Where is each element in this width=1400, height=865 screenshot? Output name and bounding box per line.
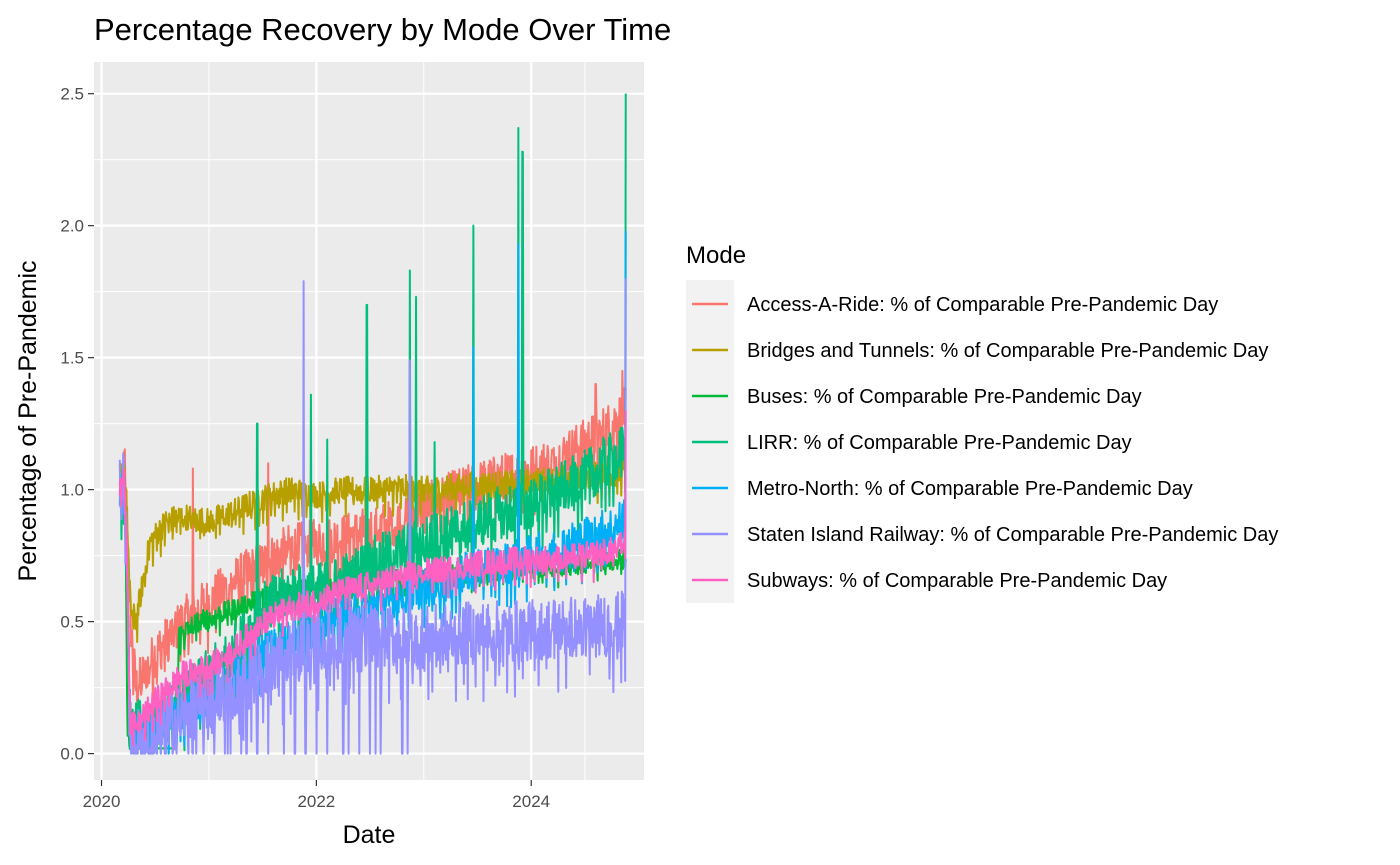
legend: Mode Access-A-Ride: % of Comparable Pre-… (686, 242, 1278, 603)
legend-entry-label: Staten Island Railway: % of Comparable P… (747, 524, 1278, 546)
y-tick-label: 0.5 (60, 613, 84, 632)
series-line-6 (118, 410, 627, 747)
legend-entry-label: Access-A-Ride: % of Comparable Pre-Pande… (747, 294, 1218, 316)
legend-entry-label: Buses: % of Comparable Pre-Pandemic Day (747, 386, 1142, 408)
y-tick-label: 2.0 (60, 217, 84, 236)
legend-title: Mode (686, 242, 746, 269)
y-tick-label: 1.0 (60, 481, 84, 500)
series-lines (118, 93, 627, 755)
series-line-1 (118, 457, 627, 644)
chart-title: Percentage Recovery by Mode Over Time (94, 12, 671, 47)
y-axis-title: Percentage of Pre-Pandemic (14, 260, 42, 581)
x-tick-label: 2020 (83, 792, 121, 811)
legend-entry-label: Bridges and Tunnels: % of Comparable Pre… (747, 340, 1268, 362)
legend-entry-label: LIRR: % of Comparable Pre-Pandemic Day (747, 432, 1132, 454)
y-tick-label: 0.0 (60, 745, 84, 764)
y-tick-label: 1.5 (60, 349, 84, 368)
x-tick-label: 2022 (297, 792, 335, 811)
x-tick-label: 2024 (512, 792, 550, 811)
legend-entry-label: Metro-North: % of Comparable Pre-Pandemi… (747, 478, 1193, 500)
series-line-5 (118, 278, 627, 755)
legend-entry-label: Subways: % of Comparable Pre-Pandemic Da… (747, 570, 1167, 592)
y-tick-label: 2.5 (60, 85, 84, 104)
axes: 0.0 0.5 1.0 1.5 2.0 2.5 2020 2022 2024 (60, 85, 550, 811)
x-axis-title: Date (343, 821, 396, 849)
